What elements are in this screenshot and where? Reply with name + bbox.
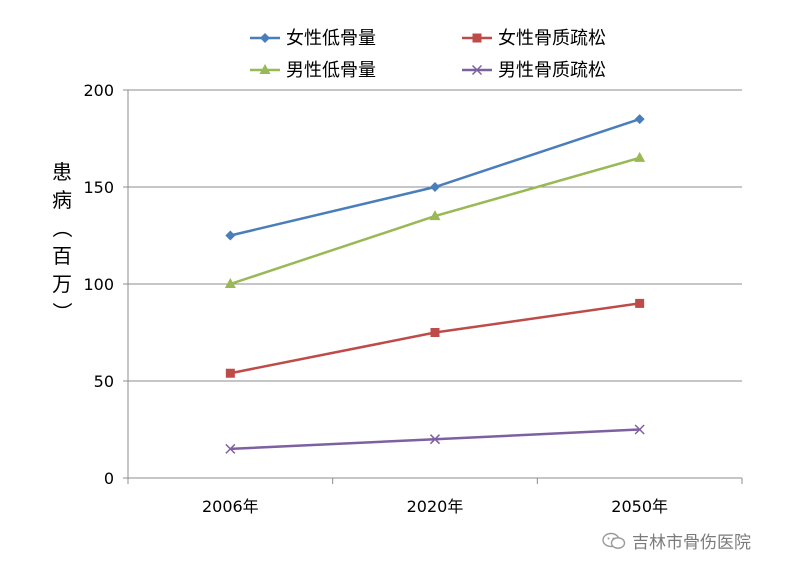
y-tick-label: 200: [83, 81, 114, 100]
series-group: [225, 114, 645, 241]
series-group: [224, 151, 646, 288]
data-point: [429, 210, 441, 221]
data-point: [634, 151, 646, 162]
legend-label: 男性骨质疏松: [498, 60, 606, 81]
grid-lines: [128, 89, 742, 382]
y-axis-label-char: （: [50, 218, 74, 238]
y-axis-label-char: 病: [52, 188, 72, 212]
data-point-stroke: [429, 434, 441, 445]
legend-item: 男性骨质疏松: [462, 60, 606, 81]
legend-label: 男性低骨量: [286, 60, 376, 81]
data-point: [634, 114, 645, 125]
x-tick-label: 2020年: [407, 497, 464, 516]
y-axis-label-char: ）: [50, 302, 74, 322]
series-line: [230, 302, 640, 375]
y-tick-label: 50: [94, 372, 114, 391]
y-axis-label: 患病 （ 百万 ）: [50, 160, 74, 322]
data-point: [635, 298, 645, 308]
y-tick-label: 0: [104, 469, 114, 488]
data-point: [634, 424, 645, 435]
data-point: [429, 434, 441, 445]
data-point: [430, 328, 440, 337]
y-tick-label: 100: [83, 275, 114, 294]
data-point: [259, 64, 271, 74]
data-point: [472, 33, 482, 43]
watermark-text: 吉林市骨伤医院: [632, 533, 751, 553]
data-point: [225, 230, 236, 241]
data-point-stroke: [634, 424, 645, 435]
series-group: [225, 424, 645, 454]
series-layer: [224, 114, 646, 454]
x-tick-labels: 2006年 2020年 2050年: [202, 497, 668, 516]
data-point: [225, 368, 235, 378]
y-axis-label-char: 患: [52, 160, 72, 184]
legend-item: 女性低骨量: [250, 28, 376, 49]
x-tick-label: 2006年: [202, 497, 259, 516]
y-tick-label: 150: [83, 178, 114, 197]
data-point: [224, 278, 236, 288]
axes: [123, 89, 743, 484]
data-point-stroke: [471, 64, 483, 76]
legend-label: 女性低骨量: [286, 28, 376, 49]
legend-item: 男性低骨量: [250, 60, 376, 81]
series-group: [225, 298, 645, 378]
data-point: [430, 182, 440, 192]
y-tick-labels: 0 50 100 150 200: [83, 81, 114, 488]
x-tick-label: 2050年: [611, 497, 668, 516]
legend-label: 女性骨质疏松: [498, 28, 606, 49]
data-point: [225, 443, 236, 454]
watermark: 吉林市骨伤医院: [602, 528, 751, 553]
data-point: [260, 33, 270, 43]
wechat-icon: [602, 532, 626, 549]
y-axis-label-char: 万: [52, 272, 72, 296]
data-point: [471, 64, 483, 76]
legend-item: 女性骨质疏松: [462, 28, 606, 49]
y-axis-label-char: 百: [52, 244, 72, 268]
data-point-stroke: [225, 443, 236, 454]
